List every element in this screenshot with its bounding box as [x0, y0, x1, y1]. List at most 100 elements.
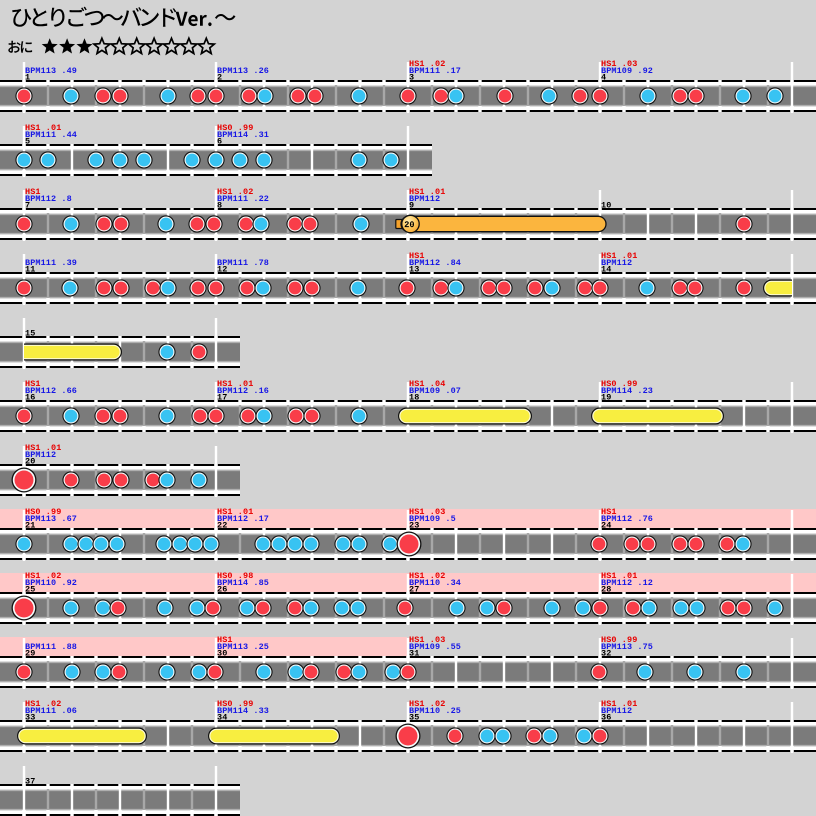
svg-text:19: 19	[601, 393, 611, 403]
svg-text:2: 2	[217, 73, 222, 83]
svg-text:35: 35	[409, 713, 419, 723]
svg-text:BPM110 .25: BPM110 .25	[409, 706, 461, 716]
svg-text:HS1 .01: HS1 .01	[601, 251, 637, 261]
svg-text:HS1 .03: HS1 .03	[409, 507, 445, 517]
svg-text:BPM112: BPM112	[601, 258, 632, 268]
svg-text:BPM111 .06: BPM111 .06	[25, 706, 77, 716]
svg-text:23: 23	[409, 521, 419, 531]
svg-text:HS1: HS1	[601, 507, 617, 517]
svg-text:7: 7	[25, 201, 30, 211]
svg-text:BPM112: BPM112	[409, 194, 440, 204]
svg-text:BPM114 .23: BPM114 .23	[601, 386, 653, 396]
svg-text:HS1 .04: HS1 .04	[409, 379, 445, 389]
svg-text:18: 18	[409, 393, 419, 403]
svg-text:HS1: HS1	[25, 379, 41, 389]
svg-text:31: 31	[409, 649, 419, 659]
svg-text:HS1 .03: HS1 .03	[409, 635, 445, 645]
svg-text:BPM114 .85: BPM114 .85	[217, 578, 269, 588]
svg-text:36: 36	[601, 713, 611, 723]
svg-text:BPM112 .84: BPM112 .84	[409, 258, 461, 268]
svg-text:20: 20	[25, 457, 35, 467]
svg-text:BPM112 .76: BPM112 .76	[601, 514, 653, 524]
svg-text:HS1 .02: HS1 .02	[217, 187, 253, 197]
svg-text:HS1 .02: HS1 .02	[409, 699, 445, 709]
svg-text:BPM111 .88: BPM111 .88	[25, 642, 77, 652]
svg-text:3: 3	[409, 73, 414, 83]
svg-text:29: 29	[25, 649, 35, 659]
svg-text:HS1 .01: HS1 .01	[217, 379, 253, 389]
svg-text:21: 21	[25, 521, 35, 531]
svg-text:BPM112 .8: BPM112 .8	[25, 194, 72, 204]
svg-text:22: 22	[217, 521, 227, 531]
svg-text:BPM111 .44: BPM111 .44	[25, 130, 77, 140]
svg-text:8: 8	[217, 201, 222, 211]
svg-text:HS0 .99: HS0 .99	[601, 379, 637, 389]
svg-text:BPM109 .5: BPM109 .5	[409, 514, 456, 524]
svg-text:BPM110 .34: BPM110 .34	[409, 578, 461, 588]
svg-text:HS0 .99: HS0 .99	[601, 635, 637, 645]
svg-text:15: 15	[25, 329, 35, 339]
svg-text:9: 9	[409, 201, 414, 211]
svg-text:34: 34	[217, 713, 227, 723]
svg-text:HS1 .02: HS1 .02	[25, 699, 61, 709]
svg-text:HS1 .03: HS1 .03	[601, 59, 637, 69]
svg-text:25: 25	[25, 585, 35, 595]
svg-text:BPM114 .31: BPM114 .31	[217, 130, 269, 140]
svg-text:BPM112: BPM112	[601, 706, 632, 716]
svg-text:HS1 .02: HS1 .02	[25, 571, 61, 581]
svg-text:HS1: HS1	[217, 635, 233, 645]
svg-text:BPM113 .26: BPM113 .26	[217, 66, 269, 76]
svg-text:BPM113 .67: BPM113 .67	[25, 514, 77, 524]
svg-text:28: 28	[601, 585, 611, 595]
svg-text:HS0 .99: HS0 .99	[25, 507, 61, 517]
svg-text:BPM111 .17: BPM111 .17	[409, 66, 461, 76]
svg-text:BPM112 .16: BPM112 .16	[217, 386, 269, 396]
svg-text:24: 24	[601, 521, 611, 531]
svg-text:HS1 .01: HS1 .01	[217, 507, 253, 517]
svg-text:BPM109 .55: BPM109 .55	[409, 642, 461, 652]
svg-text:HS1 .01: HS1 .01	[601, 699, 637, 709]
svg-text:16: 16	[25, 393, 35, 403]
svg-text:BPM113 .75: BPM113 .75	[601, 642, 653, 652]
svg-text:13: 13	[409, 265, 419, 275]
svg-text:17: 17	[217, 393, 227, 403]
svg-text:HS0 .99: HS0 .99	[217, 699, 253, 709]
svg-text:HS1 .01: HS1 .01	[25, 443, 61, 453]
svg-text:37: 37	[25, 777, 35, 787]
svg-text:11: 11	[25, 265, 35, 275]
svg-text:14: 14	[601, 265, 611, 275]
svg-text:BPM112 .17: BPM112 .17	[217, 514, 269, 524]
svg-text:32: 32	[601, 649, 611, 659]
svg-text:BPM113 .49: BPM113 .49	[25, 66, 77, 76]
svg-text:6: 6	[217, 137, 222, 147]
svg-text:HS0 .98: HS0 .98	[217, 571, 253, 581]
svg-text:HS1 .01: HS1 .01	[409, 187, 445, 197]
svg-text:BPM112 .12: BPM112 .12	[601, 578, 653, 588]
svg-text:4: 4	[601, 73, 606, 83]
svg-text:BPM114 .33: BPM114 .33	[217, 706, 269, 716]
svg-text:5: 5	[25, 137, 30, 147]
svg-text:26: 26	[217, 585, 227, 595]
svg-text:BPM109 .07: BPM109 .07	[409, 386, 461, 396]
svg-text:BPM111 .22: BPM111 .22	[217, 194, 269, 204]
svg-text:BPM111 .78: BPM111 .78	[217, 258, 269, 268]
svg-text:BPM111 .39: BPM111 .39	[25, 258, 77, 268]
svg-text:BPM109 .92: BPM109 .92	[601, 66, 653, 76]
svg-text:12: 12	[217, 265, 227, 275]
svg-text:30: 30	[217, 649, 227, 659]
svg-text:HS1 .02: HS1 .02	[409, 571, 445, 581]
svg-text:BPM113 .25: BPM113 .25	[217, 642, 269, 652]
svg-text:HS0 .99: HS0 .99	[217, 123, 253, 133]
svg-text:HS1: HS1	[409, 251, 425, 261]
svg-text:BPM112: BPM112	[25, 450, 56, 460]
svg-text:HS1 .01: HS1 .01	[25, 123, 61, 133]
svg-text:10: 10	[601, 201, 611, 211]
svg-text:HS1 .02: HS1 .02	[409, 59, 445, 69]
svg-text:33: 33	[25, 713, 35, 723]
svg-text:27: 27	[409, 585, 419, 595]
svg-text:HS1 .01: HS1 .01	[601, 571, 637, 581]
svg-text:1: 1	[25, 73, 30, 83]
svg-text:HS1: HS1	[25, 187, 41, 197]
svg-text:BPM110 .92: BPM110 .92	[25, 578, 77, 588]
svg-text:BPM112 .66: BPM112 .66	[25, 386, 77, 396]
